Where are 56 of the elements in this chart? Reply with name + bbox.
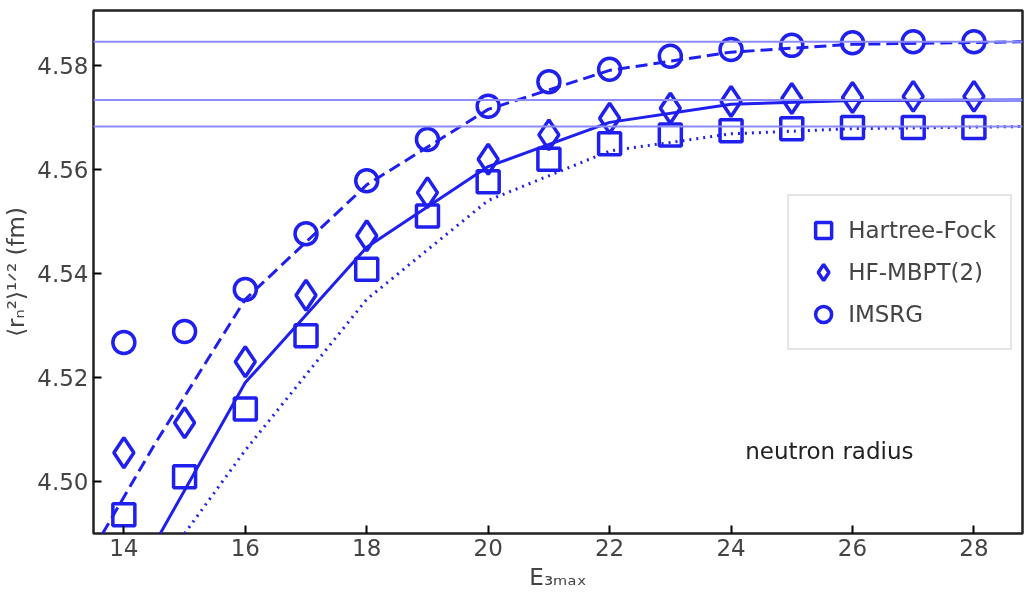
point <box>839 114 866 141</box>
point <box>293 221 319 247</box>
y-axis-title: ⟨rₙ²⟩¹ᐟ² (fm) <box>3 207 30 337</box>
point <box>537 118 561 152</box>
x-axis-title: E₃ₘₐₓ <box>529 563 587 590</box>
point <box>232 276 259 303</box>
point <box>658 91 683 126</box>
point <box>718 36 744 63</box>
y-tick-label: 4.50 <box>37 468 89 495</box>
legend-label: IMSRG <box>848 300 924 327</box>
point <box>415 175 440 210</box>
point <box>718 117 744 144</box>
point <box>840 80 865 115</box>
point <box>354 219 379 253</box>
legend-label: Hartree-Fock <box>848 216 996 243</box>
point <box>596 56 623 83</box>
point <box>172 405 197 440</box>
point <box>657 122 684 148</box>
point <box>536 146 562 173</box>
point <box>414 126 441 153</box>
point <box>111 502 137 528</box>
x-tick-label: 18 <box>352 534 382 561</box>
x-tick-label: 24 <box>716 534 746 561</box>
point <box>353 167 380 194</box>
point <box>171 464 198 490</box>
y-tick-label: 4.54 <box>37 260 89 287</box>
x-tick-label: 28 <box>959 534 989 561</box>
point <box>233 345 258 379</box>
y-tick-label: 4.52 <box>37 364 89 391</box>
point <box>536 69 562 95</box>
point <box>112 436 136 470</box>
point <box>961 114 987 141</box>
legend-label: HF-MBPT(2) <box>848 258 984 285</box>
point <box>779 32 805 59</box>
point <box>475 168 501 195</box>
y-tick-label: 4.56 <box>37 156 89 183</box>
x-tick-label: 16 <box>230 534 260 561</box>
point <box>294 278 318 312</box>
annotation: neutron radius <box>745 437 914 464</box>
point <box>232 396 259 422</box>
x-tick-label: 14 <box>109 534 139 561</box>
x-tick-label: 22 <box>594 534 625 561</box>
point <box>596 130 623 157</box>
point <box>353 256 380 282</box>
point <box>475 93 501 119</box>
point <box>657 43 684 70</box>
point <box>597 101 622 135</box>
point <box>171 318 198 345</box>
point <box>414 203 441 229</box>
point <box>900 114 926 141</box>
point <box>111 329 137 356</box>
y-tick-label: 4.58 <box>37 52 89 79</box>
point <box>779 115 805 142</box>
x-tick-label: 26 <box>837 534 868 561</box>
x-tick-label: 20 <box>473 534 503 561</box>
point <box>293 323 319 349</box>
